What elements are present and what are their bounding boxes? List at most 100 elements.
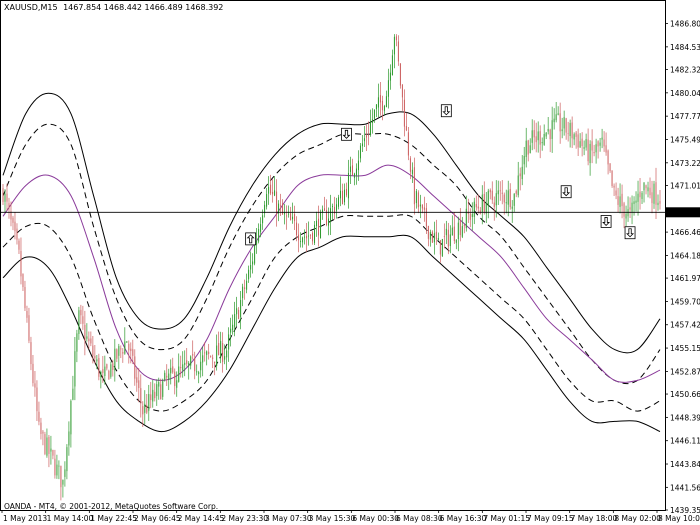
candle <box>573 132 575 146</box>
candle-body <box>341 190 343 205</box>
candle <box>128 340 130 364</box>
candle <box>316 211 318 237</box>
candle <box>379 81 381 116</box>
candle <box>240 291 242 330</box>
candle-body <box>100 371 102 378</box>
candle <box>381 95 383 121</box>
candle <box>603 131 605 152</box>
candle-body <box>236 308 238 315</box>
candle <box>365 124 367 151</box>
candle <box>471 202 473 231</box>
candle <box>643 182 645 203</box>
candle <box>651 180 653 214</box>
candle-body <box>647 187 649 192</box>
candle <box>230 317 232 347</box>
candle <box>487 188 489 219</box>
candle <box>619 183 621 214</box>
candle <box>429 229 431 247</box>
signal-down-arrow <box>624 226 636 240</box>
candle-body <box>122 352 124 354</box>
candle <box>156 379 158 406</box>
candle-body <box>573 134 575 140</box>
y-tick-label: 1459.700 <box>670 297 700 306</box>
candle-body <box>102 369 104 374</box>
y-tick-label: 1450.665 <box>670 390 700 399</box>
candle <box>12 215 14 231</box>
candle <box>605 132 607 156</box>
y-tick-label: 1448.390 <box>670 413 700 422</box>
candle <box>144 390 146 425</box>
candle <box>86 323 88 342</box>
candle <box>182 351 184 378</box>
candle-body <box>136 377 138 383</box>
candle-body <box>106 364 108 369</box>
current-price-label: 1468.392 <box>668 208 700 217</box>
candle <box>561 117 563 139</box>
candle <box>216 334 218 371</box>
candle <box>178 353 180 383</box>
candle-body <box>541 142 543 144</box>
candle-body <box>351 165 353 176</box>
candle-body <box>134 356 136 379</box>
candle-body <box>463 225 465 226</box>
candle <box>611 170 613 188</box>
candle-body <box>186 360 188 364</box>
candle <box>176 371 178 397</box>
candle-body <box>140 388 142 404</box>
candle <box>385 90 387 108</box>
candle-body <box>609 163 611 172</box>
candle <box>567 121 569 142</box>
candle-body <box>619 196 621 207</box>
candle <box>250 251 252 278</box>
candle-body <box>96 359 98 362</box>
candle-body <box>296 222 298 236</box>
candle-body <box>118 346 120 356</box>
candle <box>262 209 264 230</box>
candle <box>146 394 148 415</box>
candle <box>324 196 326 211</box>
candle <box>38 401 40 426</box>
candle-body <box>547 128 549 132</box>
candle-body <box>411 169 413 174</box>
candle <box>112 359 114 377</box>
candle-body <box>208 351 210 354</box>
candle <box>328 207 330 236</box>
candle-body <box>310 234 312 236</box>
candle <box>238 307 240 320</box>
candle-body <box>613 185 615 188</box>
candle <box>369 109 371 137</box>
signal-down-arrow <box>440 104 452 118</box>
candle <box>529 138 531 154</box>
candle-body <box>240 300 242 317</box>
candle-body <box>415 191 417 204</box>
candle <box>208 343 210 360</box>
candle-body <box>569 123 571 137</box>
candle <box>76 329 78 363</box>
candle-body <box>192 354 194 356</box>
candle-body <box>539 131 541 145</box>
x-tick-label: 2 May 06:45 <box>134 514 181 523</box>
candle-body <box>228 334 230 350</box>
candle <box>70 399 72 448</box>
candle <box>226 346 228 371</box>
candle-body <box>589 143 591 164</box>
candle <box>549 128 551 153</box>
candle <box>489 188 491 200</box>
candle <box>451 215 453 236</box>
candle <box>224 344 226 365</box>
candle <box>585 133 587 151</box>
candle-body <box>330 208 332 221</box>
candle-body <box>70 400 72 435</box>
candle <box>637 180 639 216</box>
candle <box>441 238 443 257</box>
candle <box>419 194 421 219</box>
candle <box>639 178 641 210</box>
candle-body <box>445 228 447 236</box>
candle-body <box>571 122 573 139</box>
current-price-tag-bg <box>666 207 700 218</box>
candle <box>331 203 333 220</box>
candle-body <box>232 324 234 331</box>
candle-body <box>503 194 505 203</box>
candle <box>14 212 16 240</box>
candle <box>58 460 60 480</box>
